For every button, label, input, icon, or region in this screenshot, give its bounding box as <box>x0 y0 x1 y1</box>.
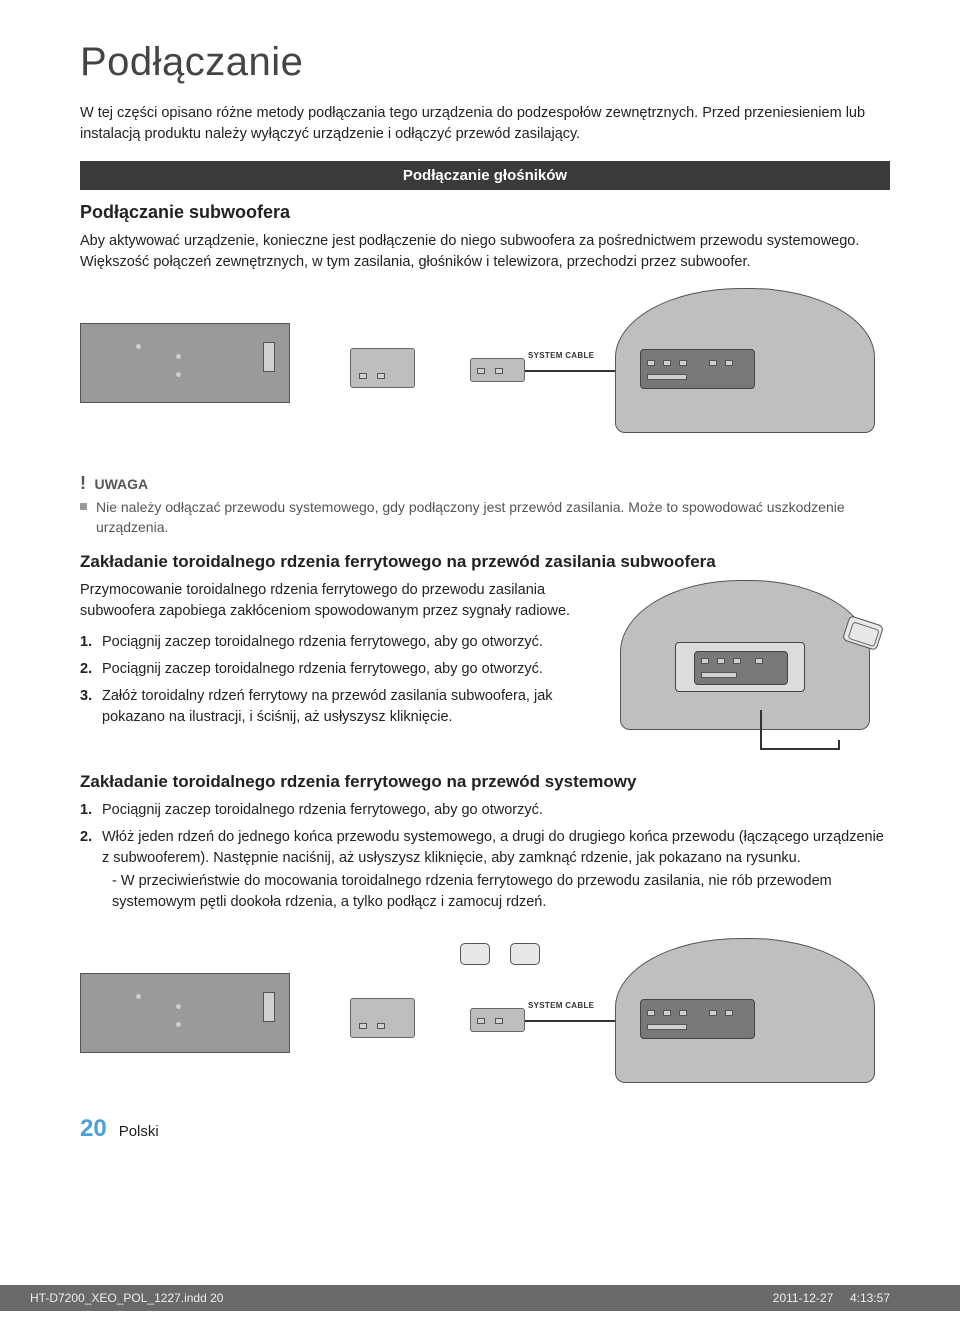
warning-note: ! UWAGA Nie należy odłączać przewodu sys… <box>80 473 890 538</box>
warning-icon: ! <box>80 473 86 493</box>
ferrite-system-steps: Pociągnij zaczep toroidalnego rdzenia fe… <box>80 800 890 913</box>
connection-diagram-1: SYSTEM CABLE <box>80 293 890 453</box>
subwoofer-ferrite-diagram <box>620 580 890 760</box>
ferrite-power-step-2: Pociągnij zaczep toroidalnego rdzenia fe… <box>80 659 600 680</box>
ferrite-power-step-1: Pociągnij zaczep toroidalnego rdzenia fe… <box>80 632 600 653</box>
warning-heading: UWAGA <box>94 476 148 492</box>
ferrite-system-subnote: - W przeciwieństwie do mocowania toroida… <box>102 871 890 913</box>
ferrite-power-heading: Zakładanie toroidalnego rdzenia ferrytow… <box>80 552 890 572</box>
ferrite-power-text: Przymocowanie toroidalnego rdzenia ferry… <box>80 580 600 622</box>
footer-time: 4:13:57 <box>850 1291 890 1305</box>
footer-date: 2011-12-27 <box>773 1291 834 1305</box>
page-title: Podłączanie <box>80 40 890 85</box>
connection-diagram-2: SYSTEM CABLE <box>80 923 890 1093</box>
system-cable-label-2: SYSTEM CABLE <box>528 1001 594 1010</box>
ferrite-system-step-1: Pociągnij zaczep toroidalnego rdzenia fe… <box>80 800 890 821</box>
footer-filename: HT-D7200_XEO_POL_1227.indd 20 <box>30 1291 223 1305</box>
page-language: Polski <box>119 1123 159 1140</box>
system-cable-label: SYSTEM CABLE <box>528 351 594 360</box>
ferrite-system-heading: Zakładanie toroidalnego rdzenia ferrytow… <box>80 772 890 792</box>
subwoofer-text: Aby aktywować urządzenie, konieczne jest… <box>80 231 890 273</box>
intro-text: W tej części opisano różne metody podłąc… <box>80 103 890 145</box>
ferrite-power-steps: Pociągnij zaczep toroidalnego rdzenia fe… <box>80 632 600 728</box>
page-number: 20 <box>80 1115 107 1143</box>
document-footer-bar: HT-D7200_XEO_POL_1227.indd 20 2011-12-27… <box>0 1285 960 1311</box>
subwoofer-heading: Podłączanie subwoofera <box>80 202 890 223</box>
warning-item-1: Nie należy odłączać przewodu systemowego… <box>80 497 890 538</box>
ferrite-power-step-3: Załóż toroidalny rdzeń ferrytowy na prze… <box>80 686 600 728</box>
ferrite-system-step-2: Włóż jeden rdzeń do jednego końca przewo… <box>80 827 890 913</box>
section-heading-bar: Podłączanie głośników <box>80 161 890 190</box>
